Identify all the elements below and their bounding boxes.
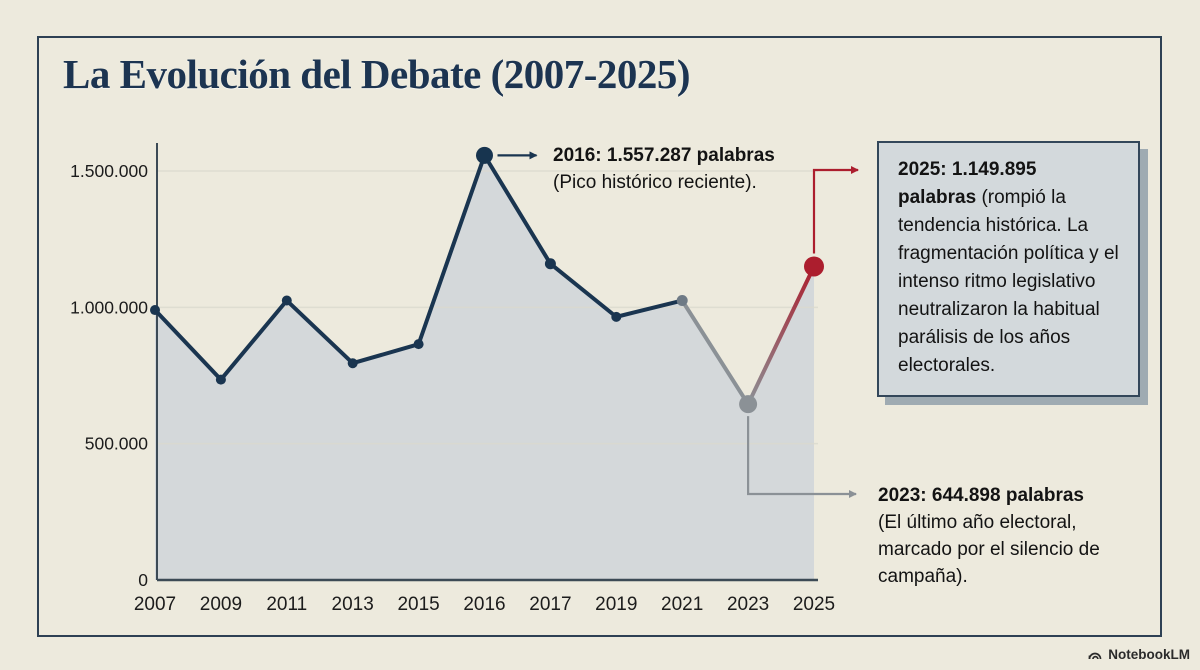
data-point-2021 (676, 295, 688, 307)
y-tick-label: 1.500.000 (70, 161, 148, 181)
data-point-2013 (347, 358, 358, 369)
y-tick-label: 1.000.000 (70, 297, 148, 317)
area-fill (155, 155, 814, 580)
data-point-2015 (413, 339, 424, 350)
annotation-2016-headline: 2016: 1.557.287 palabras (553, 145, 775, 166)
data-point-2023 (739, 395, 758, 414)
series-segment (284, 298, 355, 366)
x-tick-label: 2019 (595, 594, 637, 615)
series-segment (350, 342, 421, 366)
annotation-2025-body: (rompió la tendencia histórica. La fragm… (898, 187, 1119, 376)
x-tick-label: 2007 (134, 594, 176, 615)
annotation-2023-note: 2023: 644.898 palabras (El último año el… (878, 482, 1134, 590)
notebooklm-watermark: NotebookLM (1087, 646, 1190, 662)
series-segment (482, 153, 553, 266)
data-point-2017 (544, 258, 556, 270)
watermark-label: NotebookLM (1108, 646, 1190, 662)
annotation-2016-body: (Pico histórico reciente). (553, 172, 757, 193)
series-segment (614, 298, 685, 319)
data-point-2007 (150, 305, 160, 316)
x-tick-label: 2011 (266, 594, 307, 615)
x-tick-label: 2009 (200, 594, 242, 615)
series-segment (746, 264, 816, 407)
page-title: La Evolución del Debate (2007-2025) (63, 51, 691, 97)
annotation-box-2025: 2025: 1.149.895 palabras (rompió la tend… (877, 141, 1140, 397)
series-segment (680, 298, 751, 407)
y-tick-label: 0 (138, 570, 148, 590)
data-point-2009 (215, 374, 226, 385)
annotation-2023-body: (El último año electoral, marcado por el… (878, 512, 1100, 587)
series-segment (548, 261, 619, 319)
x-tick-label: 2021 (661, 594, 703, 615)
x-tick-label: 2025 (793, 594, 835, 615)
x-tick-label: 2017 (529, 594, 571, 615)
x-tick-label: 2023 (727, 594, 769, 615)
series-segment (218, 298, 289, 382)
series-segment (416, 153, 487, 347)
data-point-2019 (611, 311, 622, 322)
annotation-2016-peak: 2016: 1.557.287 palabras (Pico histórico… (553, 142, 833, 196)
annotation-2025-headline: 2025: 1.149.895 palabras (898, 159, 1037, 208)
figure-frame (37, 36, 1162, 637)
series-segment (153, 308, 223, 382)
annotation-2023-headline: 2023: 644.898 palabras (878, 485, 1084, 506)
y-tick-label: 500.000 (85, 434, 149, 454)
data-point-2025 (804, 256, 824, 277)
x-tick-label: 2016 (463, 594, 505, 615)
x-tick-label: 2015 (397, 594, 439, 615)
x-tick-label: 2013 (332, 594, 374, 615)
connector-2025 (812, 166, 859, 254)
notebooklm-logo-icon (1088, 652, 1102, 660)
data-point-2011 (281, 295, 292, 306)
data-point-2016 (476, 146, 493, 164)
connector-2023 (747, 416, 857, 498)
